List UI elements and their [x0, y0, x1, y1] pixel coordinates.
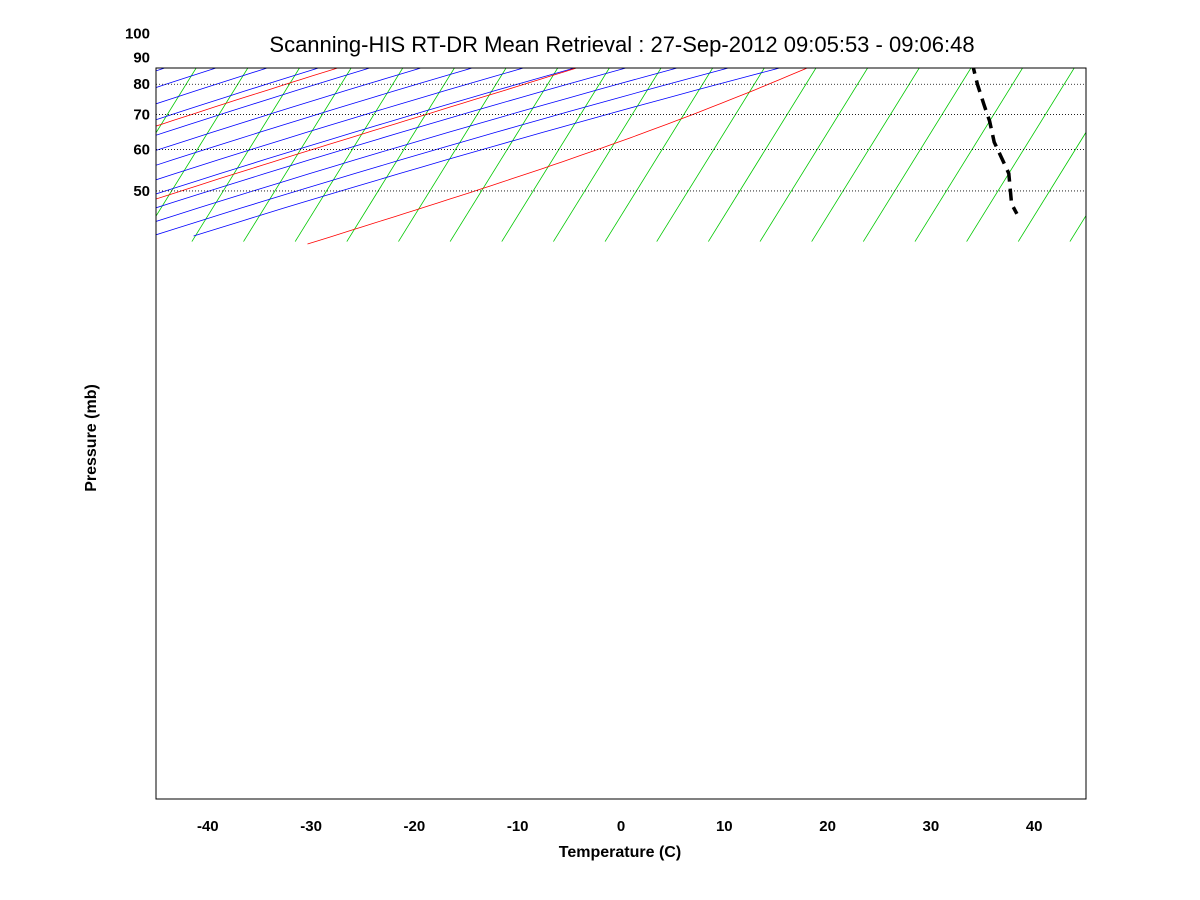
chart-title: Scanning-HIS RT-DR Mean Retrieval : 27-S…: [269, 32, 974, 57]
isotherm-line: [862, 68, 972, 242]
isotherm-line: [656, 68, 765, 242]
dry-adiabat-line: [156, 68, 577, 195]
y-axis-label: Pressure (mb): [83, 384, 100, 492]
y-tick-labels: 5060708090100200300400500600700800900100…: [125, 26, 150, 200]
dry-adiabat-line: [156, 68, 320, 121]
dry-adiabat-line: [156, 68, 371, 136]
dry-adiabat-line: [193, 68, 782, 237]
x-tick-label: 0: [617, 818, 625, 835]
y-tick-label: 100: [125, 26, 150, 43]
plot-background: [156, 68, 1086, 799]
x-tick-label: -10: [507, 818, 529, 835]
isotherm-line: [1069, 214, 1086, 242]
x-tick-label: 10: [716, 818, 733, 835]
x-tick-labels: -40 -30 -20 -10 0 10 20 30 40: [197, 818, 1043, 835]
x-axis-label: Temperature (C): [559, 844, 681, 861]
temperature-profile-line: [1100, 0, 1200, 212]
isotherm-line: [294, 68, 404, 242]
isotherm-line: [1173, 0, 1200, 242]
dry-adiabat-line: [156, 68, 628, 209]
moist-adiabat-line: [307, 68, 809, 245]
pressure-grid: [156, 83, 1086, 192]
isotherm-line: [966, 68, 1075, 242]
y-tick-label: 90: [133, 50, 150, 67]
isotherm-line: [914, 68, 1024, 242]
dry-adiabat-line: [156, 68, 730, 236]
dry-adiabat-line: [156, 68, 474, 166]
isotherm-line: [191, 68, 300, 242]
dry-adiabat-line: [156, 68, 679, 222]
x-tick-label: 20: [819, 818, 836, 835]
isotherm-line: [501, 68, 610, 242]
background-lines: [0, 0, 1200, 245]
moist-adiabat-line: [156, 68, 339, 127]
isotherm-line: [243, 68, 352, 242]
isotherm-line: [0, 0, 38, 242]
x-tick-label: 30: [923, 818, 940, 835]
y-tick-label: 80: [133, 76, 150, 93]
x-tick-label: -40: [197, 818, 219, 835]
isotherm-line: [398, 68, 507, 242]
plot-frame: [155, 67, 1087, 800]
isotherm-line: [604, 68, 714, 242]
dry-adiabat-line: [156, 68, 423, 151]
isotherm-line: [811, 68, 920, 242]
x-tick-label: -30: [300, 818, 322, 835]
isotherm-line: [1122, 0, 1200, 242]
isotherm-line: [708, 68, 817, 242]
isotherm-line: [553, 68, 662, 242]
y-tick-label: 60: [133, 142, 150, 159]
isotherm-line: [449, 68, 559, 242]
x-tick-label: -20: [404, 818, 426, 835]
y-tick-label: 50: [133, 183, 150, 200]
y-tick-label: 70: [133, 107, 150, 124]
moist-adiabat-line: [156, 68, 578, 200]
isotherm-line: [759, 68, 869, 242]
x-tick-label: 40: [1026, 818, 1043, 835]
isotherm-line: [346, 68, 455, 242]
dry-adiabat-line: [156, 68, 525, 181]
isotherm-line: [156, 68, 249, 217]
isotherm-line: [0, 0, 142, 242]
isotherm-line: [0, 0, 90, 242]
